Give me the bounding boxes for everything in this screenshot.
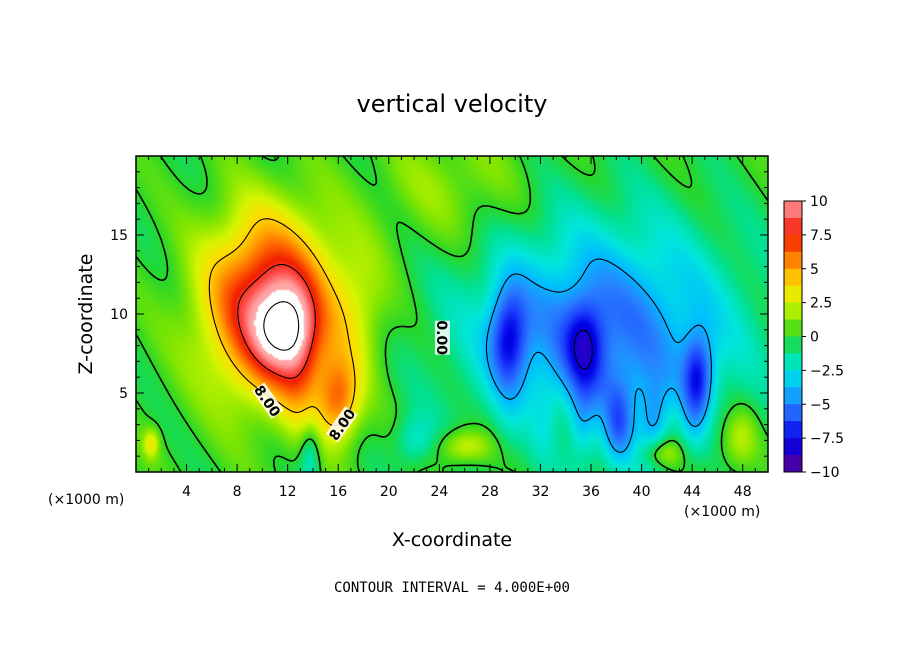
contour-level (573, 329, 593, 370)
contour-label: 0.00 (433, 320, 450, 355)
y-tick-label: 15 (110, 228, 128, 244)
colorbar-swatch (784, 251, 802, 270)
x-axis-label: X-coordinate (392, 529, 512, 551)
x-tick-label: 4 (182, 484, 191, 500)
x-tick-label: 8 (233, 484, 242, 500)
colorbar-swatch (784, 421, 802, 439)
x-tick-label: 32 (532, 484, 550, 500)
x-tick-label: 16 (329, 484, 347, 500)
colorbar-swatch (784, 404, 802, 422)
colorbar-swatch (784, 234, 802, 253)
contour-label-bg (251, 382, 284, 419)
colorbar-swatch (784, 319, 802, 337)
colorbar-tick-label: −10 (810, 465, 840, 481)
contour-label-bg (434, 320, 450, 355)
x-tick-label: 40 (633, 484, 651, 500)
colorbar-tick-label: 0 (810, 330, 819, 346)
contour-level (485, 258, 712, 453)
chart-title: vertical velocity (357, 90, 548, 118)
colorbar-swatch (784, 201, 802, 219)
contour-label-text: 0.00 (433, 320, 449, 355)
x-tick-label: 20 (380, 484, 398, 500)
colorbar-swatch (784, 268, 802, 287)
contour-interval-note: CONTOUR INTERVAL = 4.000E+00 (334, 580, 570, 596)
colorbar-swatch (784, 455, 802, 473)
x-tick-label: 36 (582, 484, 600, 500)
x-tick-label: 24 (430, 484, 448, 500)
colorbar-swatch (784, 438, 802, 456)
x-unit-right: (×1000 m) (684, 504, 760, 520)
x-tick-label: 44 (683, 484, 701, 500)
colorbar-swatch (784, 302, 802, 321)
colorbar-swatch (784, 353, 802, 371)
x-tick-label: 28 (481, 484, 499, 500)
y-axis: 5 10 15 (110, 171, 768, 457)
colorbar-tick-label: 10 (810, 194, 828, 210)
velocity-field (136, 156, 768, 472)
colorbar-tick-label: −2.5 (810, 363, 844, 379)
colorbar-tick-label: −7.5 (810, 431, 844, 447)
x-tick-label: 48 (734, 484, 752, 500)
colorbar-swatch (784, 217, 802, 236)
x-unit-left: (×1000 m) (48, 492, 124, 508)
colorbar-tick-label: 7.5 (810, 228, 832, 244)
colorbar-swatch (784, 370, 802, 388)
y-axis-label: Z-coordinate (75, 254, 97, 375)
x-axis: 4 8 12 16 20 24 28 32 36 40 44 48 (148, 156, 756, 500)
contour-level (263, 301, 300, 351)
colorbar-tick-label: 2.5 (810, 296, 832, 312)
x-tick-label: 12 (279, 484, 297, 500)
contour-level (237, 263, 316, 379)
colorbar-tick-label: −5 (810, 397, 831, 413)
colorbar-swatch (784, 336, 802, 354)
colorbar: 10 7.5 5 2.5 0 −2.5 −5 −7.5 −10 (783, 194, 844, 481)
colorbar-tick-label: 5 (810, 262, 819, 278)
y-tick-label: 5 (119, 386, 128, 402)
contour-label-bg (325, 406, 358, 443)
y-tick-label: 10 (110, 307, 128, 323)
colorbar-swatch (784, 285, 802, 304)
colorbar-swatch (784, 387, 802, 405)
